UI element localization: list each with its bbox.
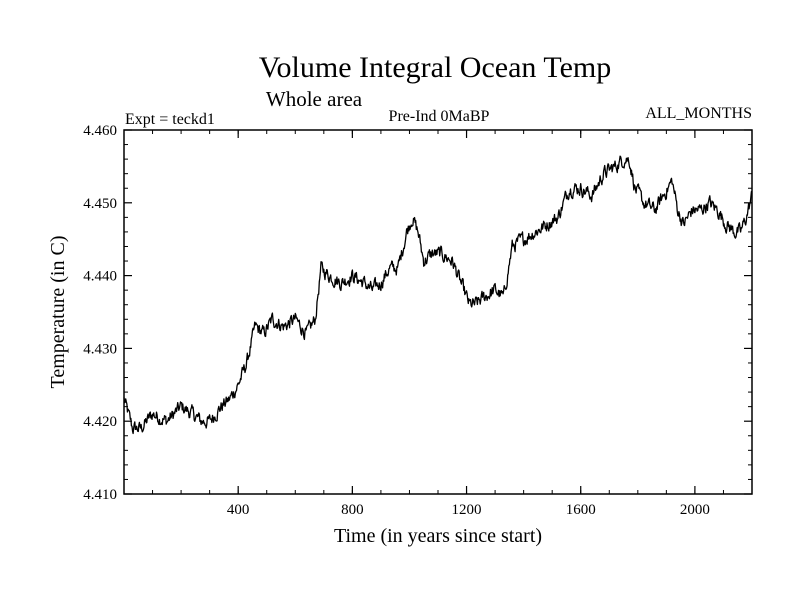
months-label: ALL_MONTHS: [645, 105, 752, 122]
y-tick-label: 4.460: [83, 123, 117, 139]
series-line: [123, 155, 753, 435]
x-tick-label: 1200: [452, 502, 482, 518]
y-tick-label: 4.410: [83, 487, 117, 503]
y-tick-label: 4.430: [83, 341, 117, 357]
x-tick-label: 400: [227, 502, 250, 518]
x-tick-label: 1600: [566, 502, 596, 518]
chart-subtitle: Whole area: [266, 87, 363, 111]
y-tick-label: 4.450: [83, 196, 117, 212]
x-tick-label: 2000: [680, 502, 710, 518]
chart-title: Volume Integral Ocean Temp: [259, 51, 612, 84]
period-label: Pre-Ind 0MaBP: [389, 108, 490, 125]
y-tick-label: 4.440: [83, 269, 117, 285]
experiment-label: Expt = teckd1: [125, 111, 215, 128]
series-layer: [123, 155, 753, 435]
x-axis-label: Time (in years since start): [334, 525, 542, 547]
x-tick-label: 800: [341, 502, 364, 518]
axis-ticks: 4.410 4.420 4.430 4.440 4.450 4.460 400 800 1200…: [83, 123, 752, 518]
y-tick-label: 4.420: [83, 414, 117, 430]
plot-frame: [123, 129, 753, 495]
y-axis-label: Temperature (in C): [47, 236, 69, 389]
